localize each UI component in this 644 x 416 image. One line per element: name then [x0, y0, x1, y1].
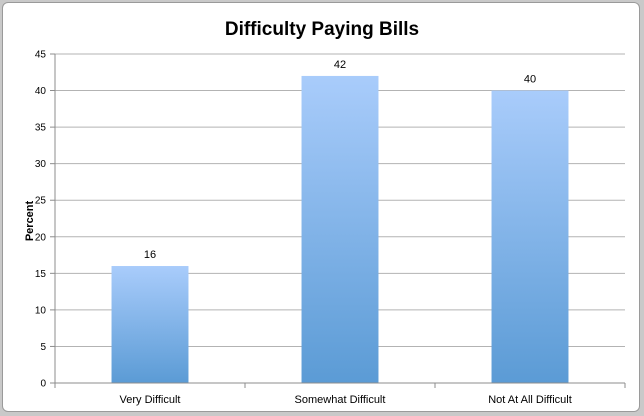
y-tick-label: 40 — [35, 86, 47, 97]
y-axis-label: Percent — [24, 200, 36, 241]
bars: 16 42 40 — [111, 59, 569, 384]
bar-chart: Difficulty Paying Bills Percent 16 42 40 0… — [24, 19, 626, 406]
y-tick-label: 0 — [40, 379, 46, 390]
y-tick-label: 5 — [40, 342, 46, 353]
data-label: 16 — [144, 249, 156, 261]
data-label: 40 — [524, 74, 536, 86]
y-tick-label: 35 — [35, 123, 47, 134]
chart-title: Difficulty Paying Bills — [225, 19, 419, 40]
category-label: Not At All Difficult — [488, 394, 572, 406]
bar — [491, 90, 569, 384]
category-label: Somewhat Difficult — [295, 394, 386, 406]
y-tick-label: 30 — [35, 159, 47, 170]
y-tick-label: 15 — [35, 269, 47, 280]
bar — [111, 266, 189, 383]
axes: 0 5 10 15 20 25 30 35 40 45 Very Difficult Somewhat… — [35, 50, 626, 406]
y-tick-label: 25 — [35, 196, 47, 207]
chart-frame: Difficulty Paying Bills Percent 16 42 40 0… — [2, 2, 640, 412]
bar — [301, 75, 379, 383]
y-tick-label: 45 — [35, 50, 47, 61]
y-tick-label: 10 — [35, 305, 47, 316]
data-label: 42 — [334, 59, 346, 71]
y-tick-label: 20 — [35, 232, 47, 243]
category-label: Very Difficult — [120, 394, 181, 406]
